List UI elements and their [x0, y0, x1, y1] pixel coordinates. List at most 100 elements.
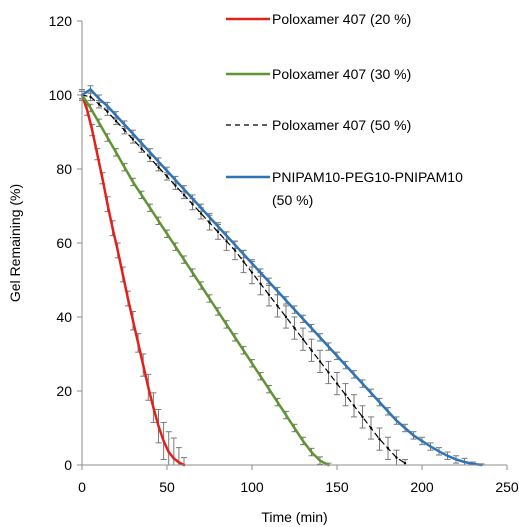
- data-point: [335, 382, 339, 385]
- data-point: [267, 293, 271, 296]
- data-point: [233, 243, 237, 247]
- data-point: [208, 215, 211, 219]
- y-tick-label: 120: [49, 13, 73, 29]
- data-point: [126, 297, 130, 300]
- legend-item: PNIPAM10-PEG10-PNIPAM10 (50 %): [226, 169, 463, 208]
- data-point: [454, 458, 458, 461]
- data-point: [199, 206, 203, 210]
- data-point: [276, 289, 279, 293]
- data-point: [136, 341, 140, 345]
- data-point: [352, 373, 356, 376]
- y-tick-label: 40: [56, 309, 72, 325]
- data-point: [216, 225, 220, 228]
- data-point: [165, 175, 169, 178]
- data-point: [140, 147, 143, 150]
- data-point: [403, 426, 407, 430]
- data-point: [97, 97, 101, 100]
- data-point: [142, 363, 145, 367]
- data-point: [293, 326, 296, 330]
- data-point: [386, 410, 390, 413]
- legend-label: Poloxamer 407 (20 %): [272, 11, 411, 27]
- data-point: [148, 206, 152, 210]
- data-point: [165, 169, 169, 173]
- data-point: [412, 434, 415, 437]
- data-point: [446, 454, 449, 457]
- data-point: [140, 193, 143, 197]
- series-lines: [80, 88, 483, 467]
- data-point: [395, 419, 398, 422]
- data-point: [293, 426, 296, 430]
- x-tick-label: 250: [495, 479, 519, 495]
- data-point: [162, 439, 165, 443]
- data-point: [106, 202, 109, 206]
- data-point: [301, 317, 305, 321]
- data-point: [369, 391, 373, 395]
- series-line-3: [81, 94, 406, 464]
- series-line-2: [80, 93, 330, 467]
- data-point: [242, 260, 245, 263]
- data-point: [327, 345, 330, 348]
- data-point: [242, 252, 245, 256]
- y-tick-label: 60: [56, 235, 72, 251]
- data-point: [96, 153, 99, 156]
- data-point: [225, 234, 228, 237]
- data-point: [106, 104, 109, 108]
- data-point: [250, 362, 254, 365]
- x-tick-label: 150: [325, 479, 349, 495]
- data-point: [191, 271, 194, 274]
- data-point: [182, 258, 186, 261]
- data-point: [167, 450, 170, 454]
- data-point: [140, 141, 143, 145]
- data-point: [191, 202, 194, 206]
- data-point: [284, 299, 288, 302]
- data-point: [101, 177, 104, 180]
- data-point: [250, 262, 254, 265]
- data-point: [157, 165, 160, 169]
- data-point: [259, 375, 262, 378]
- data-point: [157, 219, 160, 222]
- data-point: [276, 400, 279, 404]
- data-point: [242, 349, 245, 352]
- data-point: [310, 349, 313, 352]
- data-point: [250, 271, 254, 274]
- legend-item: Poloxamer 407 (30 %): [226, 66, 411, 82]
- data-point: [369, 426, 373, 430]
- y-tick-label: 100: [49, 87, 73, 103]
- data-point: [131, 132, 135, 136]
- data-point: [327, 371, 330, 374]
- y-tick-label: 80: [56, 161, 72, 177]
- data-point: [172, 457, 175, 460]
- data-point: [89, 106, 92, 110]
- data-point: [429, 445, 432, 448]
- data-point: [174, 245, 177, 248]
- data-point: [208, 297, 211, 300]
- data-point: [386, 447, 390, 450]
- data-point: [378, 400, 381, 404]
- data-point: [89, 88, 92, 91]
- legend: Poloxamer 407 (20 %) Poloxamer 407 (30 %)…: [226, 11, 463, 208]
- data-point: [318, 336, 322, 339]
- data-point: [471, 462, 475, 466]
- series-line-1: [80, 93, 186, 467]
- data-point: [191, 197, 194, 200]
- data-point: [114, 114, 118, 117]
- data-point: [216, 230, 220, 234]
- data-point: [174, 178, 177, 182]
- data-point: [123, 128, 126, 132]
- data-point: [131, 138, 135, 141]
- data-point: [310, 326, 313, 330]
- data-point: [318, 360, 322, 363]
- data-point: [148, 156, 152, 160]
- data-point: [114, 151, 118, 154]
- series-line-4: [80, 88, 483, 467]
- axes: 0 20 40 60 80 100 120 0 50 100 150 200 250: [49, 13, 519, 495]
- data-point: [344, 393, 347, 396]
- y-tick-label: 0: [64, 457, 72, 473]
- data-point: [378, 437, 381, 441]
- data-point: [318, 459, 322, 462]
- data-point: [284, 413, 288, 417]
- data-point: [111, 227, 114, 230]
- data-point: [121, 273, 125, 276]
- legend-label: PNIPAM10-PEG10-PNIPAM10 (50 %): [272, 169, 463, 208]
